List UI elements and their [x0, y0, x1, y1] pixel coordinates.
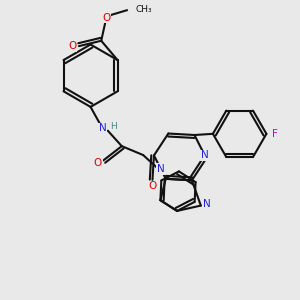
Text: N: N [157, 164, 165, 174]
Text: O: O [148, 181, 157, 191]
Text: N: N [203, 199, 211, 209]
Text: O: O [68, 41, 76, 51]
Text: H: H [110, 122, 117, 131]
Text: N: N [201, 150, 209, 161]
Text: N: N [99, 123, 106, 133]
Text: CH₃: CH₃ [135, 5, 152, 14]
Text: O: O [103, 13, 111, 22]
Text: O: O [94, 158, 102, 168]
Text: F: F [272, 128, 278, 139]
